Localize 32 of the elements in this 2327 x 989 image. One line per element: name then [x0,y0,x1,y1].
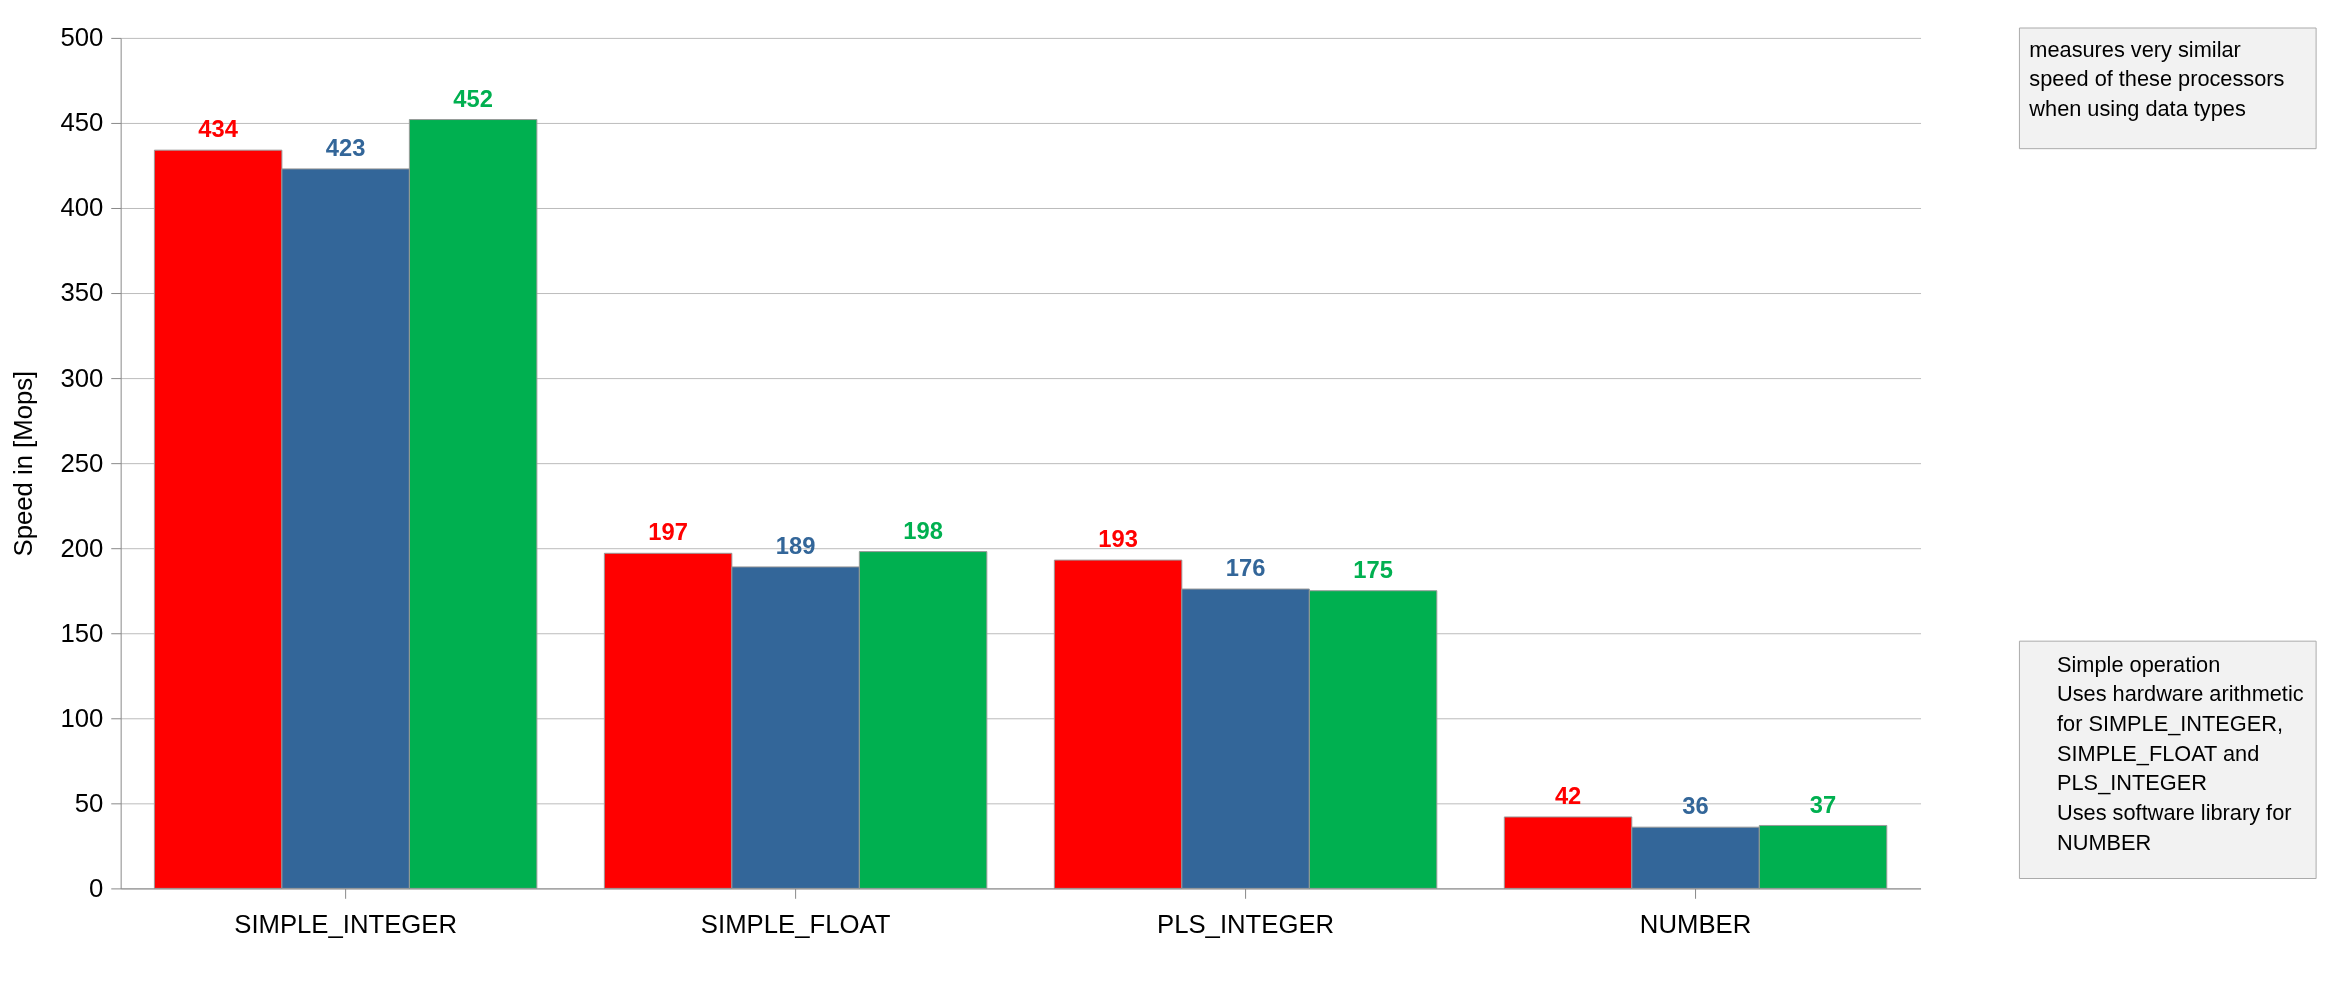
y-tick-label: 500 [60,23,104,52]
y-tick-label: 200 [60,533,104,562]
data-label: 36 [1682,793,1709,820]
x-tick-label: SIMPLE_INTEGER [234,910,458,939]
text: Simple operation [2057,651,2221,677]
data-label: 452 [453,85,493,112]
y-tick-label: 50 [74,788,104,817]
y-tick-label: 150 [60,618,104,647]
data-label: 42 [1554,783,1582,810]
y-tick-label: 400 [60,193,104,222]
data-label: 423 [325,135,366,162]
data-label: 193 [1098,526,1138,553]
data-label: 198 [903,517,943,544]
y-tick-label: 100 [60,703,104,732]
y-tick-label: 0 [89,873,104,902]
data-label: 434 [198,116,239,143]
x-tick-label: SIMPLE_FLOAT [700,910,891,939]
y-axis-title: Speed in [Mops] [8,370,37,557]
y-tick-label: 300 [60,363,104,392]
data-label: 197 [648,519,688,546]
data-label: 189 [775,533,816,560]
data-label: 37 [1809,791,1837,818]
x-tick-label: PLS_INTEGER [1157,910,1335,939]
text: measures very similar speed of these processors when using data types [2028,36,2285,122]
text: Uses hardware arithmetic for SIMPLE_INTEGER, SIMPLE_FLOAT and PLS_INTEGER [2057,681,2304,796]
data-label: 175 [1353,556,1393,583]
y-tick-label: 250 [60,448,104,477]
text: Uses software library for NUMBER [2057,800,2292,855]
y-tick-label: 450 [60,108,104,137]
y-tick-label: 350 [60,278,104,307]
x-tick-label: NUMBER [1639,910,1752,939]
data-label: 176 [1225,555,1266,582]
